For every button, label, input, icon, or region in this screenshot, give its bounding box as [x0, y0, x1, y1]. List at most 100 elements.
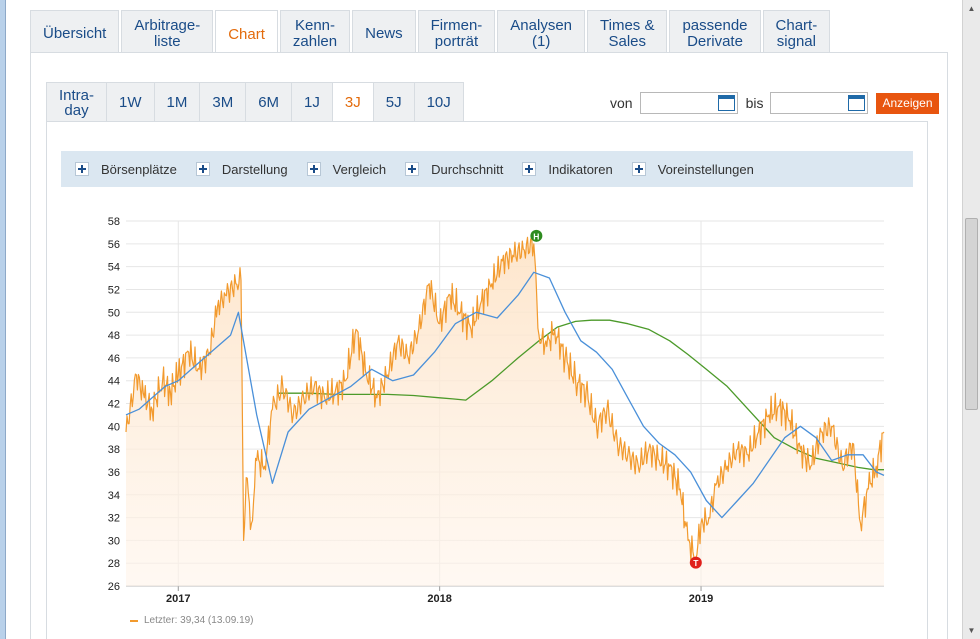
from-date-input[interactable]: [640, 93, 717, 113]
plus-icon[interactable]: [306, 162, 321, 176]
y-tick-label: 38: [108, 444, 120, 456]
main-tab-label: Analysen (1): [510, 17, 573, 50]
ma-short-line: [125, 271, 885, 519]
period-tab-0[interactable]: Intra- day: [46, 82, 108, 122]
period-tab-label: 10J: [426, 94, 451, 111]
option-0[interactable]: Börsenplätze: [75, 162, 177, 177]
y-tick-label: 52: [108, 284, 120, 296]
to-date-input[interactable]: [771, 93, 848, 113]
main-tab-label: Times & Sales: [600, 17, 655, 50]
y-tick-label: 34: [108, 490, 120, 502]
period-tab-label: 3J: [344, 94, 361, 111]
main-tab-label: Firmen- porträt: [430, 17, 483, 50]
option-label: Börsenplätze: [101, 161, 177, 177]
marker-label: H: [533, 231, 539, 241]
price-area: [126, 237, 884, 587]
low-marker: [689, 556, 702, 569]
chart-panel: [46, 121, 928, 639]
chart-legend: Letzter: 39,34 (13.09.19): [130, 615, 254, 626]
y-tick-label: 54: [108, 262, 120, 274]
y-tick-label: 50: [108, 307, 120, 319]
option-2[interactable]: Vergleich: [306, 161, 387, 177]
main-tab-9[interactable]: Chart- signal: [762, 10, 831, 53]
x-tick-label: 2017: [166, 593, 190, 605]
main-tab-4[interactable]: News: [352, 10, 416, 53]
page: Übersicht Arbitrage- liste Chart Kenn- zahl…: [6, 0, 962, 639]
ma-long-line: [277, 319, 884, 471]
plus-icon[interactable]: [631, 162, 646, 176]
date-range: von bis Anzeigen: [610, 92, 939, 114]
y-tick-label: 28: [108, 558, 120, 570]
main-tab-1[interactable]: Arbitrage- liste: [121, 10, 214, 53]
option-label: Indikatoren: [548, 161, 613, 177]
main-tab-5[interactable]: Firmen- porträt: [417, 10, 496, 53]
x-tick-label: 2019: [689, 593, 713, 605]
period-tab-label: Intra- day: [59, 86, 95, 119]
price-chart: 26 28 30 32 34 36 38 40 42 44 46 48 50 52 54 56 58 2017 20…: [108, 216, 885, 605]
period-tab-6[interactable]: 3J: [331, 82, 374, 122]
option-label: Voreinstellungen: [657, 161, 754, 177]
main-tab-8[interactable]: passende Derivate: [669, 10, 761, 53]
plus-icon[interactable]: [522, 162, 537, 176]
option-label: Darstellung: [221, 161, 288, 177]
window-border: [0, 0, 6, 639]
period-tab-label: 1J: [304, 94, 320, 111]
main-tab-label: Kenn- zahlen: [292, 17, 338, 50]
main-tab-label: Chart: [228, 25, 265, 43]
main-tab-label: News: [365, 25, 403, 42]
main-tab-label: Chart- signal: [775, 17, 818, 50]
calendar-icon[interactable]: [717, 95, 735, 111]
plus-icon[interactable]: [75, 162, 89, 176]
show-button[interactable]: Anzeigen: [876, 92, 939, 114]
y-tick-label: 44: [108, 376, 120, 388]
period-tab-4[interactable]: 6M: [245, 82, 293, 122]
period-tab-label: 3M: [212, 94, 234, 111]
y-tick-label: 40: [108, 421, 120, 433]
main-tab-label: Übersicht: [43, 25, 107, 42]
period-tab-label: 5J: [385, 94, 402, 111]
main-tab-2[interactable]: Chart: [215, 10, 278, 54]
plus-icon[interactable]: [405, 162, 420, 176]
option-label: Vergleich: [332, 161, 387, 177]
main-tab-label: passende Derivate: [682, 17, 748, 50]
period-tab-label: 1W: [119, 94, 142, 111]
y-tick-label: 48: [108, 330, 120, 342]
vertical-scrollbar[interactable]: ▲ ▼: [962, 0, 980, 639]
y-tick-label: 36: [108, 467, 120, 479]
scroll-up-arrow-icon[interactable]: ▲: [967, 4, 976, 13]
period-tab-label: 1M: [166, 94, 188, 111]
main-tab-bar: Übersicht Arbitrage- liste Chart Kenn- zahl…: [30, 10, 832, 54]
option-5[interactable]: Voreinstellungen: [631, 161, 754, 177]
main-tab-3[interactable]: Kenn- zahlen: [279, 10, 351, 53]
main-tab-6[interactable]: Analysen (1): [497, 10, 586, 53]
period-tab-8[interactable]: 10J: [413, 82, 464, 122]
scroll-thumb[interactable]: [965, 218, 978, 410]
option-3[interactable]: Durchschnitt: [405, 162, 503, 177]
x-tick-label: 2018: [427, 593, 451, 605]
main-tab-0[interactable]: Übersicht: [30, 10, 120, 53]
y-tick-label: 46: [108, 353, 120, 365]
period-tab-1[interactable]: 1W: [106, 82, 155, 122]
period-tab-bar: Intra- day 1W 1M 3M 6M 1J 3J 5J 10J: [46, 82, 464, 122]
period-tab-3[interactable]: 3M: [199, 82, 247, 122]
period-tab-label: 6M: [258, 94, 280, 111]
option-label: Durchschnitt: [431, 161, 504, 177]
period-tab-2[interactable]: 1M: [153, 82, 201, 122]
period-tab-5[interactable]: 1J: [291, 82, 333, 122]
main-tab-7[interactable]: Times & Sales: [587, 10, 668, 53]
period-tab-7[interactable]: 5J: [372, 82, 415, 122]
scroll-down-arrow-icon[interactable]: ▼: [967, 626, 976, 635]
chart-options-bar: Börsenplätze Darstellung Vergleich Durchsch…: [61, 151, 913, 187]
high-marker: [530, 229, 543, 242]
y-tick-label: 58: [108, 216, 120, 228]
calendar-icon[interactable]: [848, 95, 866, 111]
to-date-field[interactable]: [770, 92, 869, 114]
main-tab-label: Arbitrage- liste: [134, 17, 201, 50]
from-date-field[interactable]: [639, 92, 738, 114]
plus-icon[interactable]: [195, 162, 210, 176]
price-line: [125, 236, 885, 568]
option-4[interactable]: Indikatoren: [522, 161, 613, 177]
y-tick-label: 30: [108, 535, 120, 547]
option-1[interactable]: Darstellung: [195, 161, 288, 177]
y-tick-label: 56: [108, 239, 120, 251]
